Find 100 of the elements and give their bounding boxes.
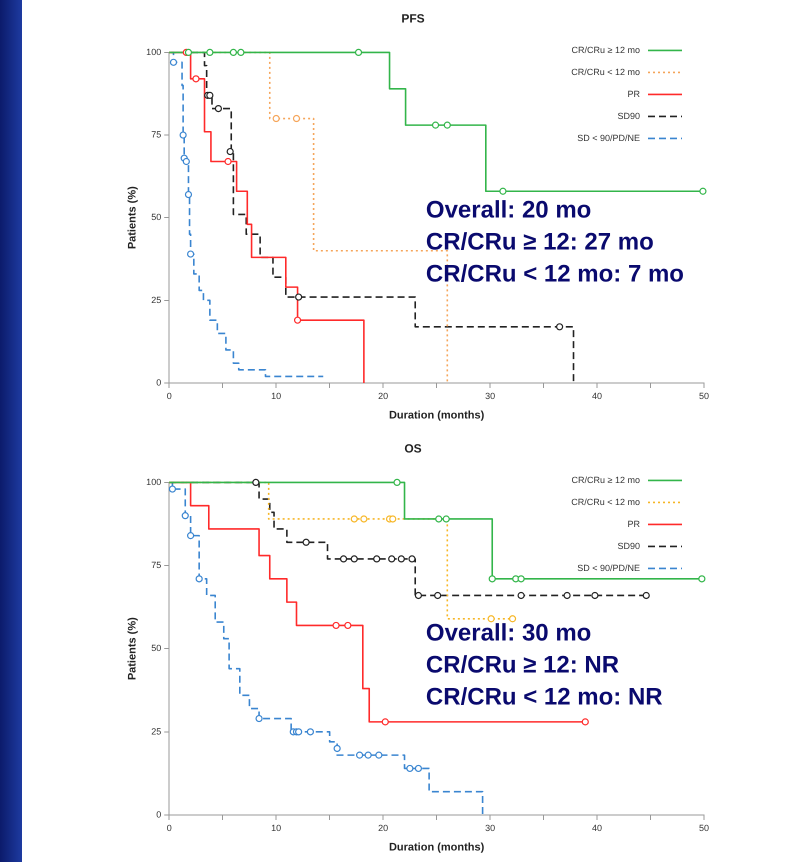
point [292,114,300,122]
y-tick-label: 75 [151,130,162,140]
legend-label: PR [627,518,640,529]
point [354,48,362,56]
point [302,538,310,546]
point [332,622,340,630]
point [434,592,442,600]
point [414,764,422,772]
point [442,515,450,523]
point [499,188,507,195]
point [488,575,496,582]
x-tick-label: 50 [698,822,710,833]
point [295,293,302,301]
x-tick-label: 30 [485,390,496,401]
legend-label: CR/CRu < 12 mo [571,496,640,507]
point [699,188,707,195]
point [582,718,589,726]
point [255,714,263,722]
point [382,718,389,726]
point [350,555,358,562]
point [182,512,189,520]
point [230,48,237,56]
annotation: CR/CRu ≥ 12: 27 mo [426,228,654,256]
annotation: CR/CRu < 12 mo: NR [426,683,663,710]
y-tick-label: 75 [151,560,162,570]
point [408,555,416,562]
legend-label: SD < 90/PD/NE [577,562,640,573]
legend-label: SD < 90/PD/NE [577,132,640,143]
point [196,575,203,582]
x-tick-label: 50 [698,390,710,401]
point [340,555,348,562]
point [508,615,516,622]
point [389,515,396,523]
x-axis-title: Duration (months) [388,409,485,422]
point [388,555,396,562]
x-tick-label: 40 [592,390,602,401]
x-tick-label: 0 [166,390,172,401]
point [642,592,650,600]
point [406,764,414,772]
legend-label: SD90 [617,540,640,551]
y-tick-label: 100 [146,46,162,57]
point [344,622,352,630]
point [182,158,190,166]
legend-label: CR/CRu ≥ 12 mo [572,44,640,55]
point [184,48,192,56]
legend-label: SD90 [617,110,640,121]
point [192,75,200,82]
point [591,592,599,600]
point [488,615,495,622]
x-tick-label: 0 [166,822,172,833]
x-tick-label: 10 [271,822,282,833]
point [294,316,302,324]
point [518,575,525,582]
point [226,148,234,156]
x-tick-label: 10 [271,390,282,401]
point [393,478,401,486]
point [206,48,214,56]
y-tick-label: 25 [151,726,162,736]
point [432,122,440,129]
chart-title: OS [404,442,422,456]
point [224,158,232,166]
annotation: CR/CRu ≥ 12: NR [426,651,620,678]
y-tick-label: 0 [156,809,162,820]
point [187,250,194,258]
x-tick-label: 30 [485,822,496,833]
y-tick-label: 50 [151,643,162,654]
point [375,752,382,759]
y-tick-label: 0 [156,377,162,388]
y-tick-label: 25 [151,294,162,305]
point [373,555,380,562]
legend-label: PR [627,88,640,99]
point [187,532,194,540]
y-axis-title: Patients (%) [126,186,139,250]
point [563,592,571,600]
point [444,122,451,129]
x-axis-title: Duration (months) [388,841,485,854]
point [360,515,368,523]
point [295,728,302,736]
point [334,744,341,752]
x-tick-label: 40 [592,822,602,833]
x-tick-label: 20 [378,390,388,401]
point [435,515,442,523]
annotation: Overall: 20 mo [426,196,592,224]
annotation: CR/CRu < 12 mo: 7 mo [426,260,684,288]
point [170,58,178,66]
point [356,752,364,759]
point [272,114,280,122]
point [184,190,192,198]
point [698,575,706,582]
y-tick-label: 100 [146,476,162,487]
y-axis-title: Patients (%) [126,616,139,680]
point [306,728,314,736]
annotation: Overall: 30 mo [426,619,592,646]
chart-title: PFS [401,12,425,26]
legend-label: CR/CRu ≥ 12 mo [572,474,640,485]
point [214,105,222,112]
point [556,323,564,330]
legend-label: CR/CRu < 12 mo [571,66,640,77]
point [364,752,372,759]
point [350,515,358,523]
